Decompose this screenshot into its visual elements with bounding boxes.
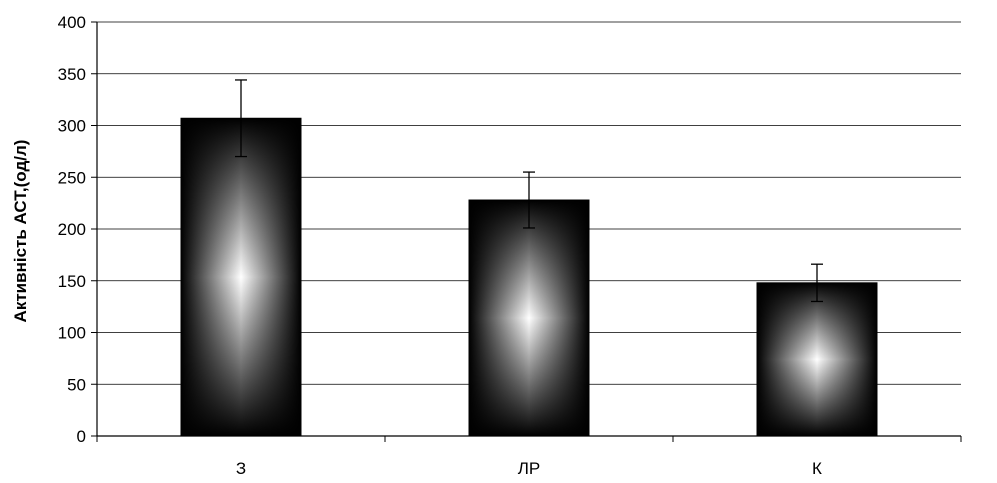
- y-tick-label: 250: [58, 168, 86, 187]
- y-tick-label: 200: [58, 220, 86, 239]
- bar-fill-vertical: [181, 118, 301, 436]
- y-tick-label: 150: [58, 272, 86, 291]
- bar: [756, 282, 878, 437]
- bar-fill-vertical: [469, 200, 589, 436]
- error-bar: [235, 79, 247, 158]
- bar: [180, 117, 302, 437]
- error-bar: [523, 171, 535, 229]
- labels: 0 50 100 150 200 250 300 350 400 З ЛР К: [58, 13, 822, 478]
- y-tick-label: 0: [77, 427, 86, 446]
- bar-fill-vertical: [757, 282, 877, 436]
- x-tick-label: ЛР: [518, 459, 541, 478]
- y-tick-label: 300: [58, 117, 86, 136]
- axes: [91, 21, 962, 442]
- bars: [180, 117, 878, 437]
- y-tick-label: 350: [58, 65, 86, 84]
- x-tick-label: К: [812, 459, 822, 478]
- x-tick-label: З: [236, 459, 246, 478]
- y-axis-title: Активність АСТ,(од/л): [11, 140, 30, 323]
- y-tick-label: 100: [58, 324, 86, 343]
- y-tick-label: 400: [58, 13, 86, 32]
- error-bars: [235, 79, 823, 303]
- bar: [468, 199, 590, 437]
- error-bar: [811, 263, 823, 303]
- y-tick-label: 50: [67, 375, 86, 394]
